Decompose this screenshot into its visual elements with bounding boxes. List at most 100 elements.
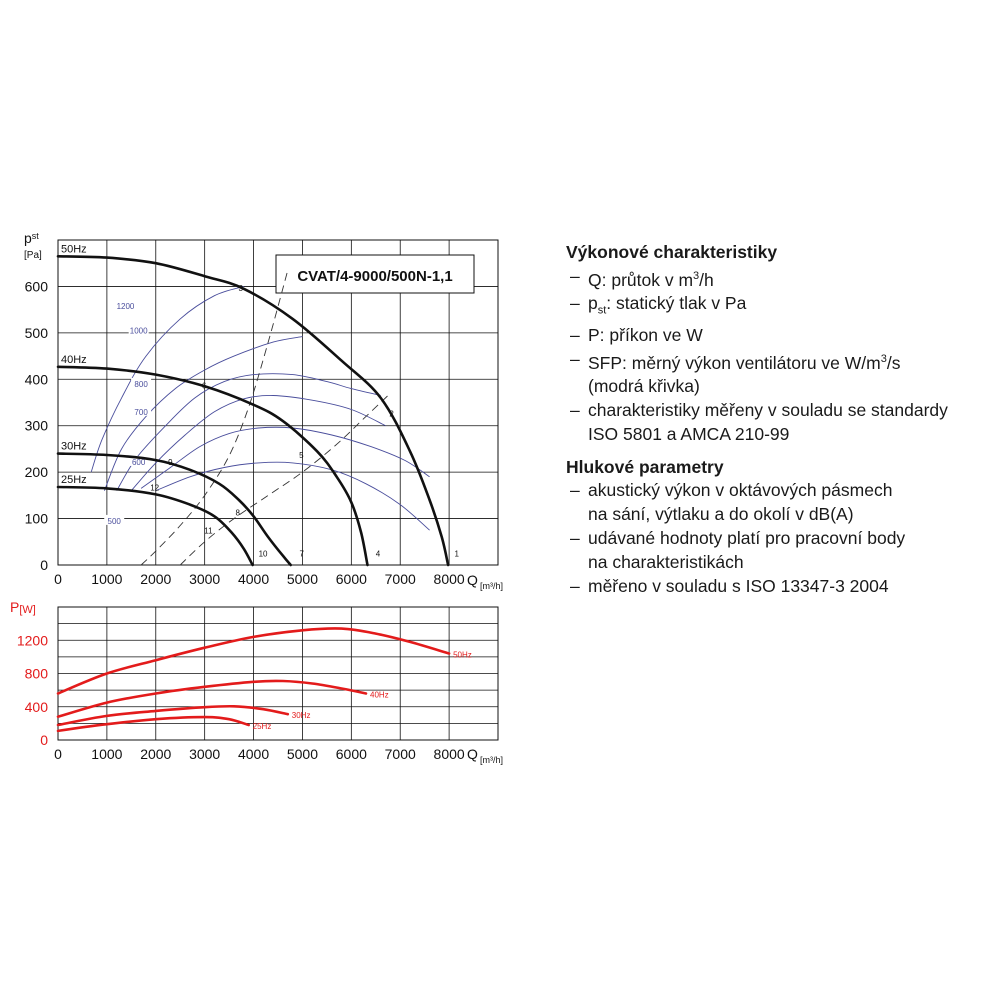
power-curve-label: 30Hz: [292, 711, 311, 720]
pressure-y-tick-label: 200: [25, 464, 49, 480]
pressure-x-tick-label: 4000: [238, 571, 269, 587]
noise-item-text: akustický výkon v oktávových pásmech na s…: [588, 480, 893, 525]
sfp-curve-label: 500: [108, 517, 122, 526]
pressure-x-tick-label: 0: [54, 571, 62, 587]
performance-item: – pst: statický tlak v Pa: [566, 292, 996, 323]
noise-item: – akustický výkon v oktávových pásmech na …: [566, 479, 996, 527]
operating-point-label: 11: [204, 527, 213, 536]
pressure-x-tick-label: 3000: [189, 571, 220, 587]
power-x-tick-label: 8000: [434, 746, 465, 762]
pressure-x-tick-label: 7000: [385, 571, 416, 587]
pressure-x-tick-label: 6000: [336, 571, 367, 587]
pressure-x-tick-label: 5000: [287, 571, 318, 587]
noise-title: Hlukové parametry: [566, 456, 724, 477]
operating-point-label: 9: [168, 458, 173, 467]
system-curve: [140, 270, 289, 566]
power-curve-40hz: [56, 679, 368, 718]
performance-item-text: pst: statický tlak v Pa: [588, 293, 747, 317]
sfp-curve: [103, 336, 303, 491]
list-dash: –: [570, 293, 580, 314]
power-x-tick-label: 3000: [189, 746, 220, 762]
power-y-tick-label: 800: [25, 666, 49, 682]
performance-item: – SFP: měrný výkon ventilátoru ve W/m3/s(…: [566, 348, 996, 399]
performance-item-text: Q: průtok v m3/h: [588, 269, 714, 290]
performance-item: – P: příkon ve W: [566, 324, 996, 348]
list-dash: –: [570, 348, 580, 369]
list-dash: –: [570, 480, 580, 501]
pressure-y-tick-label: 400: [25, 371, 49, 387]
sfp-label-background: [128, 324, 149, 335]
operating-point-label: 12: [150, 484, 159, 493]
pressure-y-tick-label: 100: [25, 511, 49, 527]
sfp-label-background: [115, 299, 136, 310]
performance-item-text: SFP: měrný výkon ventilátoru ve W/m3/s (m…: [588, 352, 901, 397]
pressure-curve-label: 50Hz: [61, 243, 87, 255]
sfp-curve-label: 700: [134, 408, 148, 417]
pressure-y-tick-label: 600: [25, 278, 49, 294]
pressure-x-axis-title: Q: [467, 572, 478, 588]
performance-list: – Q: průtok v m3/h – pst: statický tlak v P…: [566, 265, 996, 447]
list-dash: –: [570, 399, 580, 420]
pressure-y-tick-label: 500: [25, 325, 49, 341]
power-x-tick-label: 6000: [336, 746, 367, 762]
list-dash: –: [570, 265, 580, 286]
power-x-axis-unit: [m³/h]: [480, 755, 503, 765]
operating-point-label: 1: [454, 550, 459, 559]
noise-item: – měřeno v souladu s ISO 13347-3 2004: [566, 575, 996, 599]
power-curve-label: 50Hz: [453, 651, 472, 660]
list-dash: –: [570, 527, 580, 548]
noise-item-text: udávané hodnoty platí pro pracovní body n…: [588, 527, 906, 572]
sfp-label-background: [128, 455, 149, 466]
power-x-tick-label: 2000: [140, 746, 171, 762]
power-x-tick-label: 4000: [238, 746, 269, 762]
pressure-x-tick-label: 1000: [91, 571, 122, 587]
performance-item-text: P: příkon ve W: [588, 324, 703, 345]
power-x-tick-label: 1000: [91, 746, 122, 762]
pressure-plot-frame: [57, 239, 499, 566]
sfp-curve-label: 600: [132, 458, 146, 467]
operating-point-label: 5: [299, 451, 304, 460]
power-curve-label: 25Hz: [253, 722, 272, 731]
power-curve-25hz: [56, 715, 250, 733]
sfp-curve-label: 1200: [117, 302, 135, 311]
sfp-curve: [90, 285, 244, 473]
sfp-curve: [130, 395, 386, 491]
pressure-curve-label: 30Hz: [61, 441, 87, 453]
pressure-curve-40hz: [56, 365, 369, 567]
sfp-curve-label: 800: [134, 380, 148, 389]
operating-point-label: 2: [389, 410, 394, 419]
noise-item-text: měřeno v souladu s ISO 13347-3 2004: [588, 575, 889, 596]
pressure-y-tick-label: 300: [25, 418, 49, 434]
power-y-tick-label: 0: [40, 732, 48, 748]
operating-point-label: 7: [299, 550, 304, 559]
power-chart: 0 1000 2000 3000 4000 5000 6000 7000 8000 0 400 800…: [10, 599, 503, 765]
noise-item: – udávané hodnoty platí pro pracovní body…: [566, 527, 996, 575]
pressure-y-axis-unit: [Pa]: [24, 250, 42, 261]
operating-point-label: 3: [238, 284, 243, 293]
power-y-tick-label: 400: [25, 699, 49, 715]
fan-performance-charts: 0 1000 2000 3000 4000 5000 6000 7000 80000100200…: [10, 230, 503, 765]
pressure-curve-50hz: [56, 255, 450, 567]
noise-list: – akustický výkon v oktávových pásmech na …: [566, 479, 996, 598]
power-x-tick-label: 7000: [385, 746, 416, 762]
model-label-box: [275, 254, 475, 294]
pressure-x-tick-label: 8000: [434, 571, 465, 587]
list-dash: –: [570, 324, 580, 345]
pressure-curve-label: 40Hz: [61, 354, 87, 366]
power-curve-label: 40Hz: [370, 690, 389, 699]
sfp-label-background: [104, 514, 125, 525]
pressure-y-tick-label: 0: [40, 557, 48, 573]
performance-title: Výkonové charakteristiky: [566, 242, 778, 262]
power-y-axis-title: P[W]: [10, 599, 36, 616]
sfp-curve: [140, 426, 430, 489]
model-label: CVAT/4-9000/500N-1,1: [297, 268, 452, 285]
sfp-label-background: [131, 405, 152, 416]
operating-point-label: 8: [236, 508, 241, 517]
sfp-curve: [116, 373, 381, 491]
operating-point-label: 4: [376, 550, 381, 559]
pressure-chart: 0 1000 2000 3000 4000 5000 6000 7000 8000 0 100 200…: [24, 230, 503, 591]
power-curve-50hz: [56, 627, 451, 695]
power-x-tick-label: 5000: [287, 746, 318, 762]
sfp-label-background: [131, 377, 152, 388]
pressure-curve-25hz: [56, 485, 254, 567]
